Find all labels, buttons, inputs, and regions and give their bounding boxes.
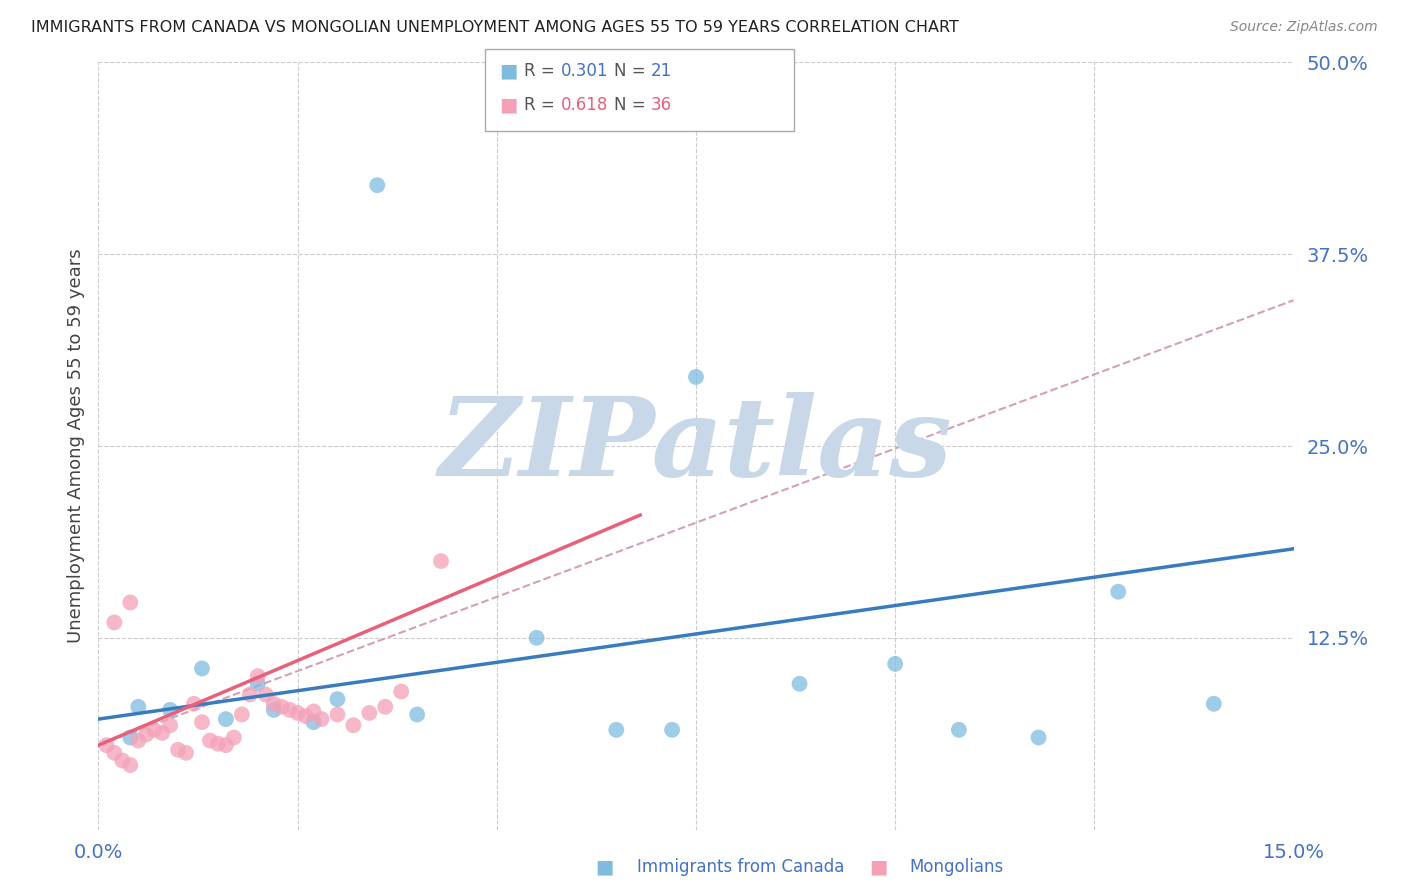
Point (302, 715, 325, 730)
Point (246, 677, 269, 691)
Point (127, 733, 149, 747)
Point (430, 554, 453, 568)
Point (294, 709, 316, 723)
Text: R =: R = (524, 62, 561, 80)
Point (191, 715, 214, 730)
Text: N =: N = (614, 96, 651, 114)
Point (239, 688, 262, 702)
Point (359, 706, 381, 720)
Point (1107, 584, 1129, 599)
Text: N =: N = (614, 62, 651, 80)
Point (311, 712, 333, 726)
Point (263, 703, 285, 717)
Point (215, 712, 238, 726)
Point (96, 738, 118, 752)
Point (789, 677, 811, 691)
Point (198, 733, 221, 747)
Point (127, 699, 149, 714)
Text: Source: ZipAtlas.com: Source: ZipAtlas.com (1230, 20, 1378, 34)
Point (287, 706, 309, 720)
Text: 36: 36 (651, 96, 672, 114)
Point (111, 754, 134, 768)
Point (159, 718, 181, 732)
Point (605, 723, 627, 737)
Point (389, 684, 412, 698)
Point (270, 699, 292, 714)
Point (222, 731, 245, 745)
Text: ■: ■ (869, 857, 889, 877)
Point (1202, 697, 1225, 711)
Text: ■: ■ (499, 95, 517, 115)
Text: ■: ■ (499, 62, 517, 81)
Text: ZIPatlas: ZIPatlas (439, 392, 953, 500)
Point (254, 688, 277, 702)
Point (661, 723, 683, 737)
Point (191, 661, 214, 675)
Point (120, 595, 142, 609)
Point (406, 707, 429, 722)
Point (1028, 731, 1050, 745)
Text: 21: 21 (651, 62, 672, 80)
Point (302, 705, 325, 719)
Point (948, 723, 970, 737)
Text: 0.301: 0.301 (561, 62, 609, 80)
Text: ■: ■ (595, 857, 614, 877)
Point (366, 178, 388, 193)
Point (174, 746, 197, 760)
Text: R =: R = (524, 96, 561, 114)
Text: IMMIGRANTS FROM CANADA VS MONGOLIAN UNEMPLOYMENT AMONG AGES 55 TO 59 YEARS CORRE: IMMIGRANTS FROM CANADA VS MONGOLIAN UNEM… (31, 20, 959, 35)
Point (143, 723, 166, 737)
Y-axis label: Unemployment Among Ages 55 to 59 years: Unemployment Among Ages 55 to 59 years (66, 249, 84, 643)
Point (263, 697, 285, 711)
Point (526, 631, 548, 645)
Point (120, 731, 142, 745)
Point (884, 657, 907, 671)
Point (374, 699, 396, 714)
Point (103, 615, 125, 630)
Point (135, 727, 157, 741)
Point (246, 669, 269, 683)
Point (167, 743, 190, 757)
Text: Immigrants from Canada: Immigrants from Canada (637, 858, 844, 876)
Point (231, 707, 253, 722)
Point (183, 697, 205, 711)
Text: Mongolians: Mongolians (910, 858, 1004, 876)
Point (103, 746, 125, 760)
Text: 0.618: 0.618 (561, 96, 609, 114)
Point (215, 738, 238, 752)
Point (326, 707, 349, 722)
Point (685, 370, 707, 384)
Point (207, 737, 229, 751)
Point (326, 692, 349, 706)
Point (150, 726, 173, 740)
Point (159, 703, 181, 717)
Point (278, 703, 301, 717)
Point (120, 758, 142, 772)
Point (342, 718, 364, 732)
